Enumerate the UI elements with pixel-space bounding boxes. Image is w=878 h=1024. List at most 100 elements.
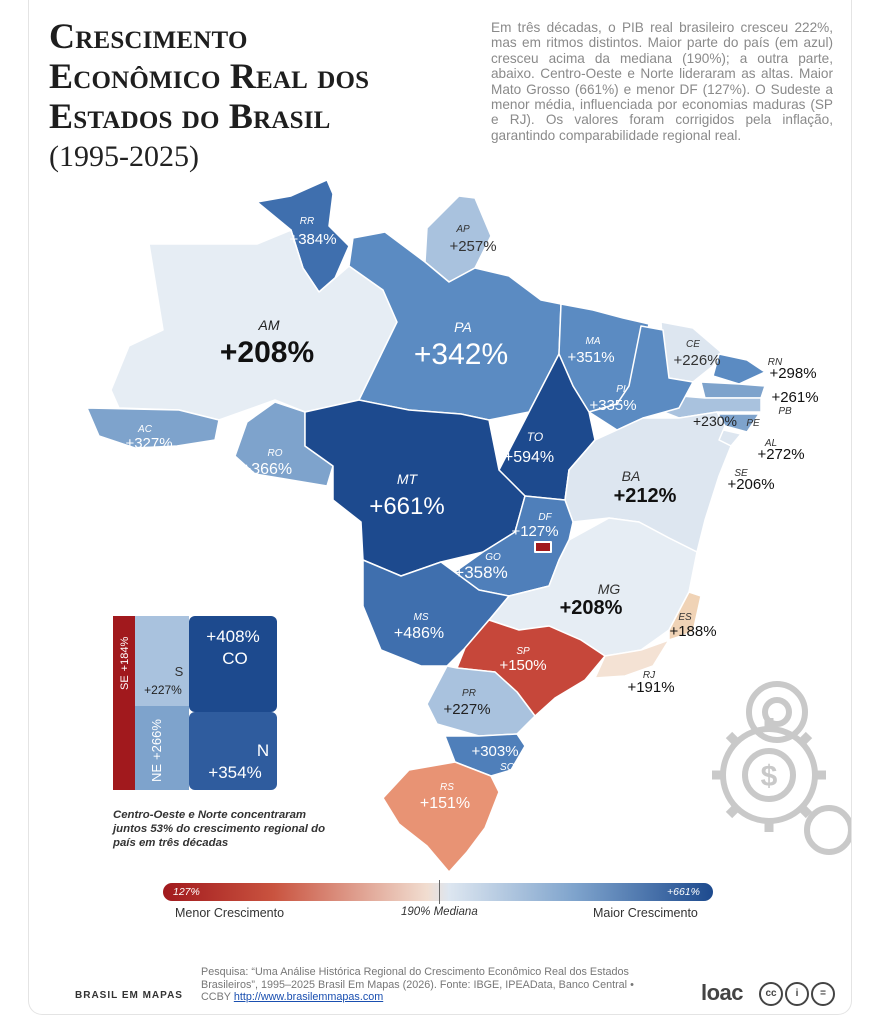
label-sc-code: SC — [500, 762, 515, 773]
footer-source-text: Pesquisa: “Uma Análise Histórica Regiona… — [201, 966, 634, 1004]
label-rj-value: +191% — [627, 679, 674, 696]
region-se-code: SE — [119, 675, 131, 690]
label-pb-code: PB — [778, 406, 792, 417]
label-mt-value: +661% — [369, 493, 444, 520]
label-ms-code: MS — [414, 612, 429, 623]
label-rs-value: +151% — [420, 795, 470, 812]
label-pa-code: PA — [454, 319, 472, 335]
label-pa-value: +342% — [414, 338, 508, 371]
regions-legend: SE +184% S +227% NE +266% +408% CO N +354% — [113, 616, 277, 790]
label-ba-code: BA — [622, 468, 641, 484]
infographic-card: Crescimento Econômico Real dos Estados d… — [28, 0, 852, 1015]
region-ne-label: NE +266% — [149, 719, 164, 782]
color-scale-bar — [163, 883, 713, 901]
label-es-code: ES — [678, 612, 692, 623]
label-am-code: AM — [258, 317, 280, 333]
brazil-map: $ — [86, 179, 851, 873]
label-ms-value: +486% — [394, 625, 444, 642]
label-pi-value: +335% — [589, 397, 636, 414]
label-pe-value: +230% — [693, 413, 737, 429]
label-rr-value: +384% — [289, 231, 336, 248]
region-co-code: CO — [222, 649, 248, 668]
label-es-value: +188% — [669, 623, 716, 640]
main-title: Crescimento Econômico Real dos Estados d… — [49, 16, 369, 136]
label-ma-value: +351% — [567, 349, 614, 366]
label-rs-code: RS — [440, 782, 454, 793]
label-ce-value: +226% — [673, 352, 720, 369]
label-am-value: +208% — [220, 336, 314, 369]
state-es — [668, 591, 702, 641]
label-sp-value: +150% — [499, 657, 546, 674]
label-rn-code: RN — [768, 357, 783, 368]
region-n-code: N — [257, 741, 269, 760]
scale-max-value: +661% — [667, 886, 700, 898]
region-ne-value: +266% — [149, 719, 164, 760]
label-ap-code: AP — [455, 224, 470, 235]
label-ac-value: +327% — [125, 435, 172, 452]
label-mt-code: MT — [397, 471, 419, 487]
year-range: (1995-2025) — [49, 140, 199, 173]
region-ne-block — [135, 706, 189, 790]
label-al-code: AL — [764, 438, 777, 449]
title-line-1: Crescimento — [49, 16, 248, 56]
attribution-icon: i — [785, 982, 809, 1006]
scale-median-tick — [439, 880, 440, 904]
no-derivatives-icon: = — [811, 982, 835, 1006]
scale-low-label: Menor Crescimento — [175, 906, 285, 920]
state-df — [534, 541, 552, 553]
state-rs — [382, 761, 500, 873]
intro-text: Em três décadas, o PIB real brasileiro c… — [491, 20, 833, 143]
footer-link[interactable]: http://www.brasilemmapas.com — [233, 991, 384, 1004]
label-sp-code: SP — [516, 646, 530, 657]
label-to-value: +594% — [504, 449, 554, 466]
label-se-code: SE — [734, 468, 748, 479]
region-se-value: +184% — [119, 637, 131, 672]
region-s-code: S — [175, 664, 184, 679]
label-ce-code: CE — [686, 339, 700, 350]
scale-min-value: 127% — [173, 886, 200, 898]
label-rn-value: +298% — [769, 365, 816, 382]
label-pb-value: +261% — [771, 389, 818, 406]
label-sc-value: +303% — [471, 743, 518, 760]
label-ro-code: RO — [268, 448, 283, 459]
region-se-block — [113, 616, 135, 790]
label-pi-code: PI — [616, 384, 626, 395]
gear-dollar-icon: $ — [712, 681, 851, 855]
label-ap-value: +257% — [449, 238, 496, 255]
svg-text:$: $ — [761, 760, 778, 793]
region-co-value: +408% — [206, 627, 259, 646]
state-rn — [712, 353, 766, 385]
region-n-value: +354% — [208, 763, 261, 782]
region-s-value: +227% — [144, 683, 182, 697]
label-to-code: TO — [527, 430, 543, 444]
brand-logo-loac: loac — [701, 980, 744, 1005]
label-ro-value: +366% — [242, 461, 292, 478]
state-pr — [426, 665, 536, 737]
cc-icon: cc — [759, 982, 783, 1006]
state-rj — [594, 639, 670, 679]
label-df-value: +127% — [511, 523, 558, 540]
label-ba-value: +212% — [614, 485, 677, 507]
label-mg-code: MG — [598, 581, 621, 597]
label-pr-value: +227% — [443, 701, 490, 718]
label-pe-code: PE — [746, 418, 760, 429]
regions-note: Centro-Oeste e Norte concentraram juntos… — [113, 809, 326, 849]
brand-logo-left: BRASIL EM MAPAS — [75, 990, 183, 1001]
state-ac — [86, 407, 220, 449]
state-ro — [234, 401, 334, 487]
region-ne-code: NE — [149, 764, 164, 782]
label-al-value: +272% — [757, 446, 804, 463]
label-ma-code: MA — [586, 336, 601, 347]
label-go-code: GO — [485, 552, 501, 563]
region-s-block — [135, 616, 189, 706]
label-rr-code: RR — [300, 216, 314, 227]
region-se-label: SE +184% — [119, 637, 131, 690]
title-line-3: Estados do Brasil — [49, 96, 331, 136]
label-df-code: DF — [538, 512, 552, 523]
state-labels: RR +384% AP +257% AM +208% PA +342% MA +… — [125, 216, 818, 812]
state-ba — [564, 411, 732, 553]
region-n-block — [189, 712, 277, 790]
label-pr-code: PR — [462, 688, 476, 699]
scale-mid-label: 190% Mediana — [401, 906, 478, 918]
label-mg-value: +208% — [560, 597, 623, 619]
